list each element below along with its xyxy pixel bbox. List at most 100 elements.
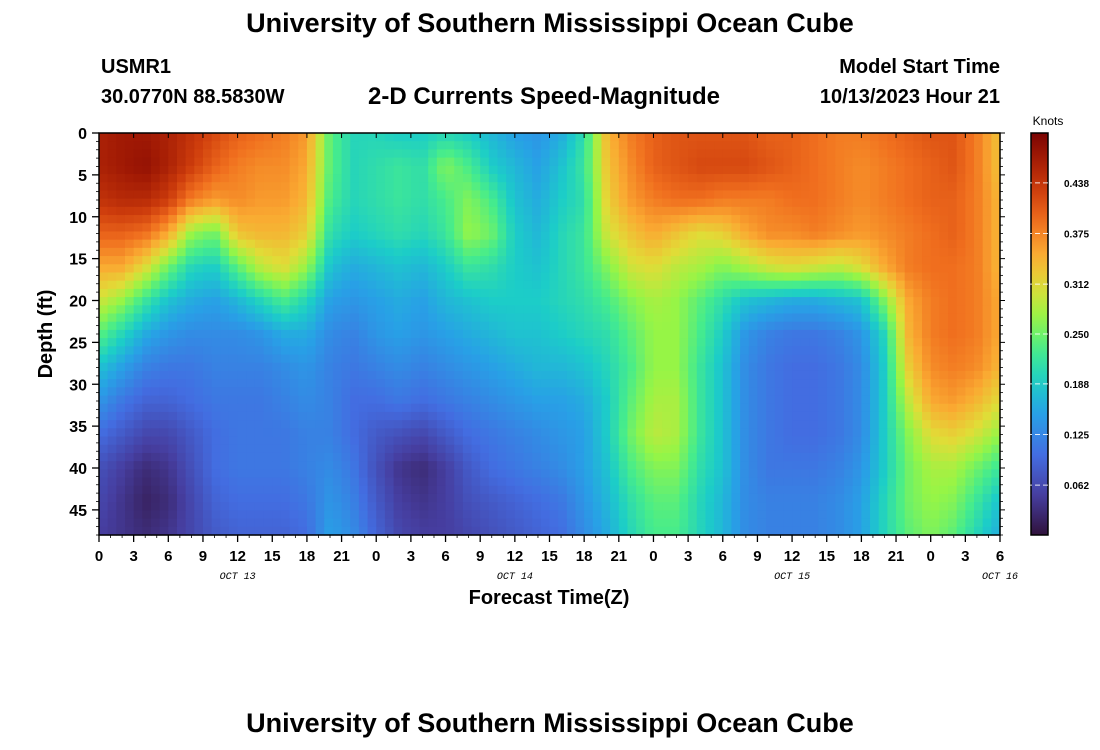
heatmap-cell <box>523 395 533 405</box>
heatmap-cell <box>627 190 637 200</box>
heatmap-cell <box>835 436 845 446</box>
heatmap-cell <box>852 133 862 142</box>
heatmap-cell <box>488 313 499 323</box>
heatmap-cell <box>575 379 585 388</box>
heatmap-cell <box>939 239 949 249</box>
heatmap-cell <box>497 321 507 331</box>
heatmap-cell <box>254 346 265 356</box>
heatmap-cell <box>99 452 109 462</box>
heatmap-cell <box>168 256 178 265</box>
heatmap-cell <box>202 436 213 446</box>
heatmap-cell <box>670 338 681 347</box>
heatmap-cell <box>965 223 975 233</box>
heatmap-cell <box>566 518 577 528</box>
heatmap-cell <box>948 354 958 364</box>
heatmap-cell <box>220 346 230 356</box>
heatmap-cell <box>783 510 793 520</box>
heatmap-cell <box>766 165 776 175</box>
heatmap-cell <box>246 346 256 356</box>
heatmap-cell <box>506 272 516 282</box>
heatmap-cell <box>488 346 499 356</box>
heatmap-cell <box>480 190 490 200</box>
heatmap-cell <box>176 428 187 438</box>
heatmap-cell <box>696 264 707 274</box>
heatmap-cell <box>202 395 213 405</box>
heatmap-cell <box>809 346 819 356</box>
heatmap-cell <box>861 493 871 503</box>
heatmap-cell <box>809 379 819 388</box>
heatmap-cell <box>514 354 525 364</box>
heatmap-cell <box>566 182 577 192</box>
heatmap-cell <box>766 239 776 249</box>
heatmap-cell <box>384 477 395 487</box>
heatmap-cell <box>280 165 291 175</box>
heatmap-cell <box>124 403 135 413</box>
heatmap-cell <box>956 502 966 511</box>
heatmap-cell <box>428 206 438 216</box>
heatmap-cell <box>982 313 992 323</box>
heatmap-cell <box>653 157 663 167</box>
heatmap-cell <box>393 256 403 265</box>
heatmap-cell <box>350 477 360 487</box>
heatmap-cell <box>523 338 533 347</box>
heatmap-cell <box>748 338 759 347</box>
heatmap-cell <box>99 174 109 183</box>
heatmap-cell <box>584 461 594 470</box>
heatmap-cell <box>419 387 429 397</box>
heatmap-cell <box>350 461 360 470</box>
heatmap-cell <box>610 461 620 470</box>
heatmap-cell <box>835 338 845 347</box>
heatmap-cell <box>246 157 256 167</box>
heatmap-cell <box>306 387 317 397</box>
heatmap-cell <box>280 485 291 495</box>
heatmap-cell <box>679 411 689 421</box>
heatmap-cell <box>930 321 940 331</box>
heatmap-cell <box>618 321 629 331</box>
heatmap-cell <box>211 387 221 397</box>
heatmap-cell <box>202 313 213 323</box>
heatmap-cell <box>185 182 195 192</box>
heatmap-cell <box>809 174 819 183</box>
heatmap-cell <box>350 198 360 208</box>
heatmap-cell <box>584 231 594 241</box>
heatmap-cell <box>514 420 525 429</box>
heatmap-cell <box>133 444 143 454</box>
heatmap-cell <box>410 313 421 323</box>
heatmap-cell <box>835 329 845 339</box>
heatmap-cell <box>376 370 386 380</box>
heatmap-cell <box>419 346 429 356</box>
heatmap-cell <box>228 149 239 159</box>
heatmap-cell <box>462 510 473 520</box>
heatmap-cell <box>376 231 386 241</box>
heatmap-cell <box>922 247 932 257</box>
heatmap-cell <box>861 387 871 397</box>
heatmap-cell <box>159 518 169 528</box>
heatmap-cell <box>939 436 949 446</box>
heatmap-cell <box>116 387 126 397</box>
heatmap-cell <box>228 305 239 315</box>
heatmap-cell <box>696 247 707 257</box>
heatmap-cell <box>324 256 334 265</box>
heatmap-cell <box>523 264 533 274</box>
heatmap-cell <box>254 133 265 142</box>
heatmap-cell <box>506 223 516 233</box>
heatmap-cell <box>298 174 308 183</box>
heatmap-cell <box>922 198 932 208</box>
heatmap-cell <box>627 280 637 290</box>
heatmap-cell <box>670 477 681 487</box>
heatmap-cell <box>714 362 724 372</box>
heatmap-cell <box>965 420 975 429</box>
heatmap-cell <box>982 354 992 364</box>
heatmap-cell <box>636 215 646 224</box>
heatmap-cell <box>237 370 247 380</box>
heatmap-cell <box>783 223 793 233</box>
heatmap-cell <box>740 420 750 429</box>
heatmap-cell <box>211 395 221 405</box>
heatmap-cell <box>679 288 689 298</box>
heatmap-cell <box>289 133 299 142</box>
heatmap-cell <box>532 461 542 470</box>
heatmap-cell <box>731 280 741 290</box>
heatmap-cell <box>324 165 334 175</box>
heatmap-cell <box>991 231 1001 241</box>
heatmap-cell <box>462 297 473 306</box>
